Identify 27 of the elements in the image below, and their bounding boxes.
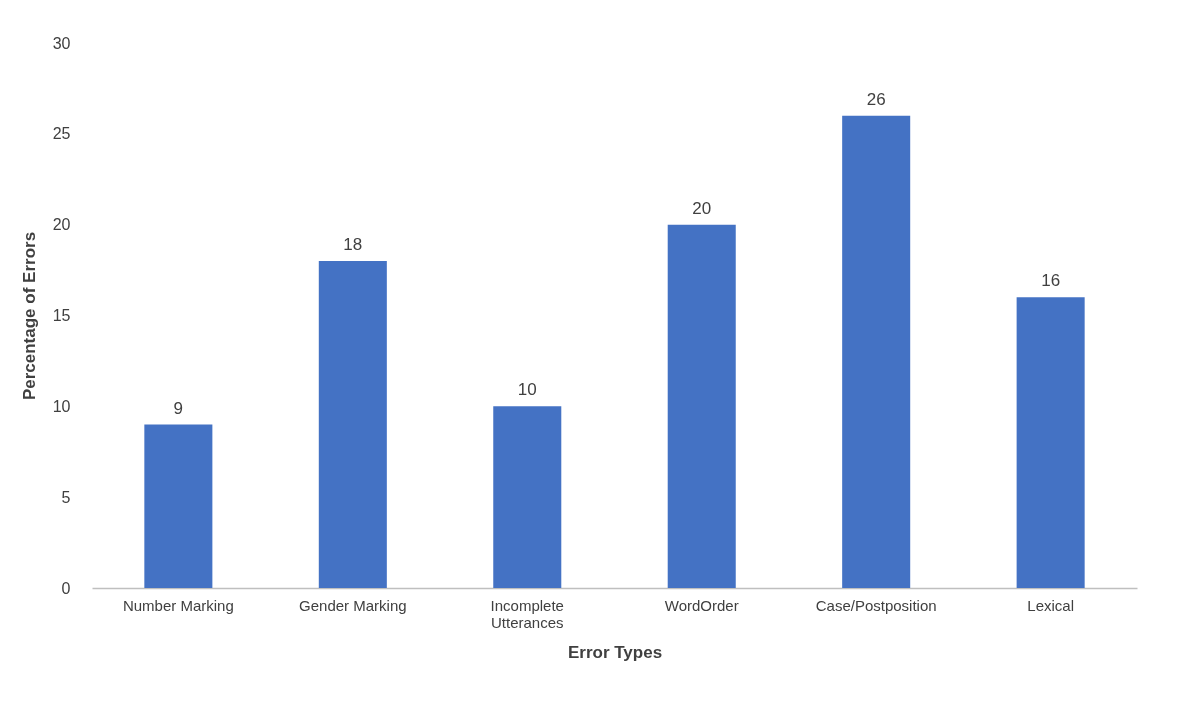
y-tick-label: 10 xyxy=(52,397,71,415)
x-tick-label: Number Marking xyxy=(122,596,234,614)
bar xyxy=(1016,297,1085,588)
x-tick-label: Gender Marking xyxy=(299,596,407,614)
bar xyxy=(318,261,387,588)
bar xyxy=(842,115,911,588)
data-label: 26 xyxy=(866,89,886,109)
x-tick-label: Lexical xyxy=(1027,596,1074,614)
data-label: 20 xyxy=(692,198,712,218)
x-axis-title: Error Types xyxy=(567,642,663,662)
data-label: 18 xyxy=(343,235,363,254)
y-tick-label: 5 xyxy=(61,488,71,506)
x-tick-label: Incomplete Utterances xyxy=(490,596,564,631)
y-tick-label: 25 xyxy=(52,125,71,143)
y-tick-label: 15 xyxy=(52,307,71,324)
x-tick-label: Case/Postposition xyxy=(815,596,937,614)
data-label: 16 xyxy=(1041,271,1061,291)
y-axis-title: Percentage of Errors xyxy=(19,231,39,401)
bar xyxy=(667,224,736,588)
y-tick-label: 20 xyxy=(52,216,71,234)
bar xyxy=(493,406,562,588)
data-label: 9 xyxy=(173,398,184,418)
bar xyxy=(144,424,213,588)
data-label: 10 xyxy=(517,380,537,400)
x-tick-label: WordOrder xyxy=(664,596,739,614)
y-tick-label: 0 xyxy=(61,579,71,597)
y-tick-label: 30 xyxy=(52,34,71,52)
